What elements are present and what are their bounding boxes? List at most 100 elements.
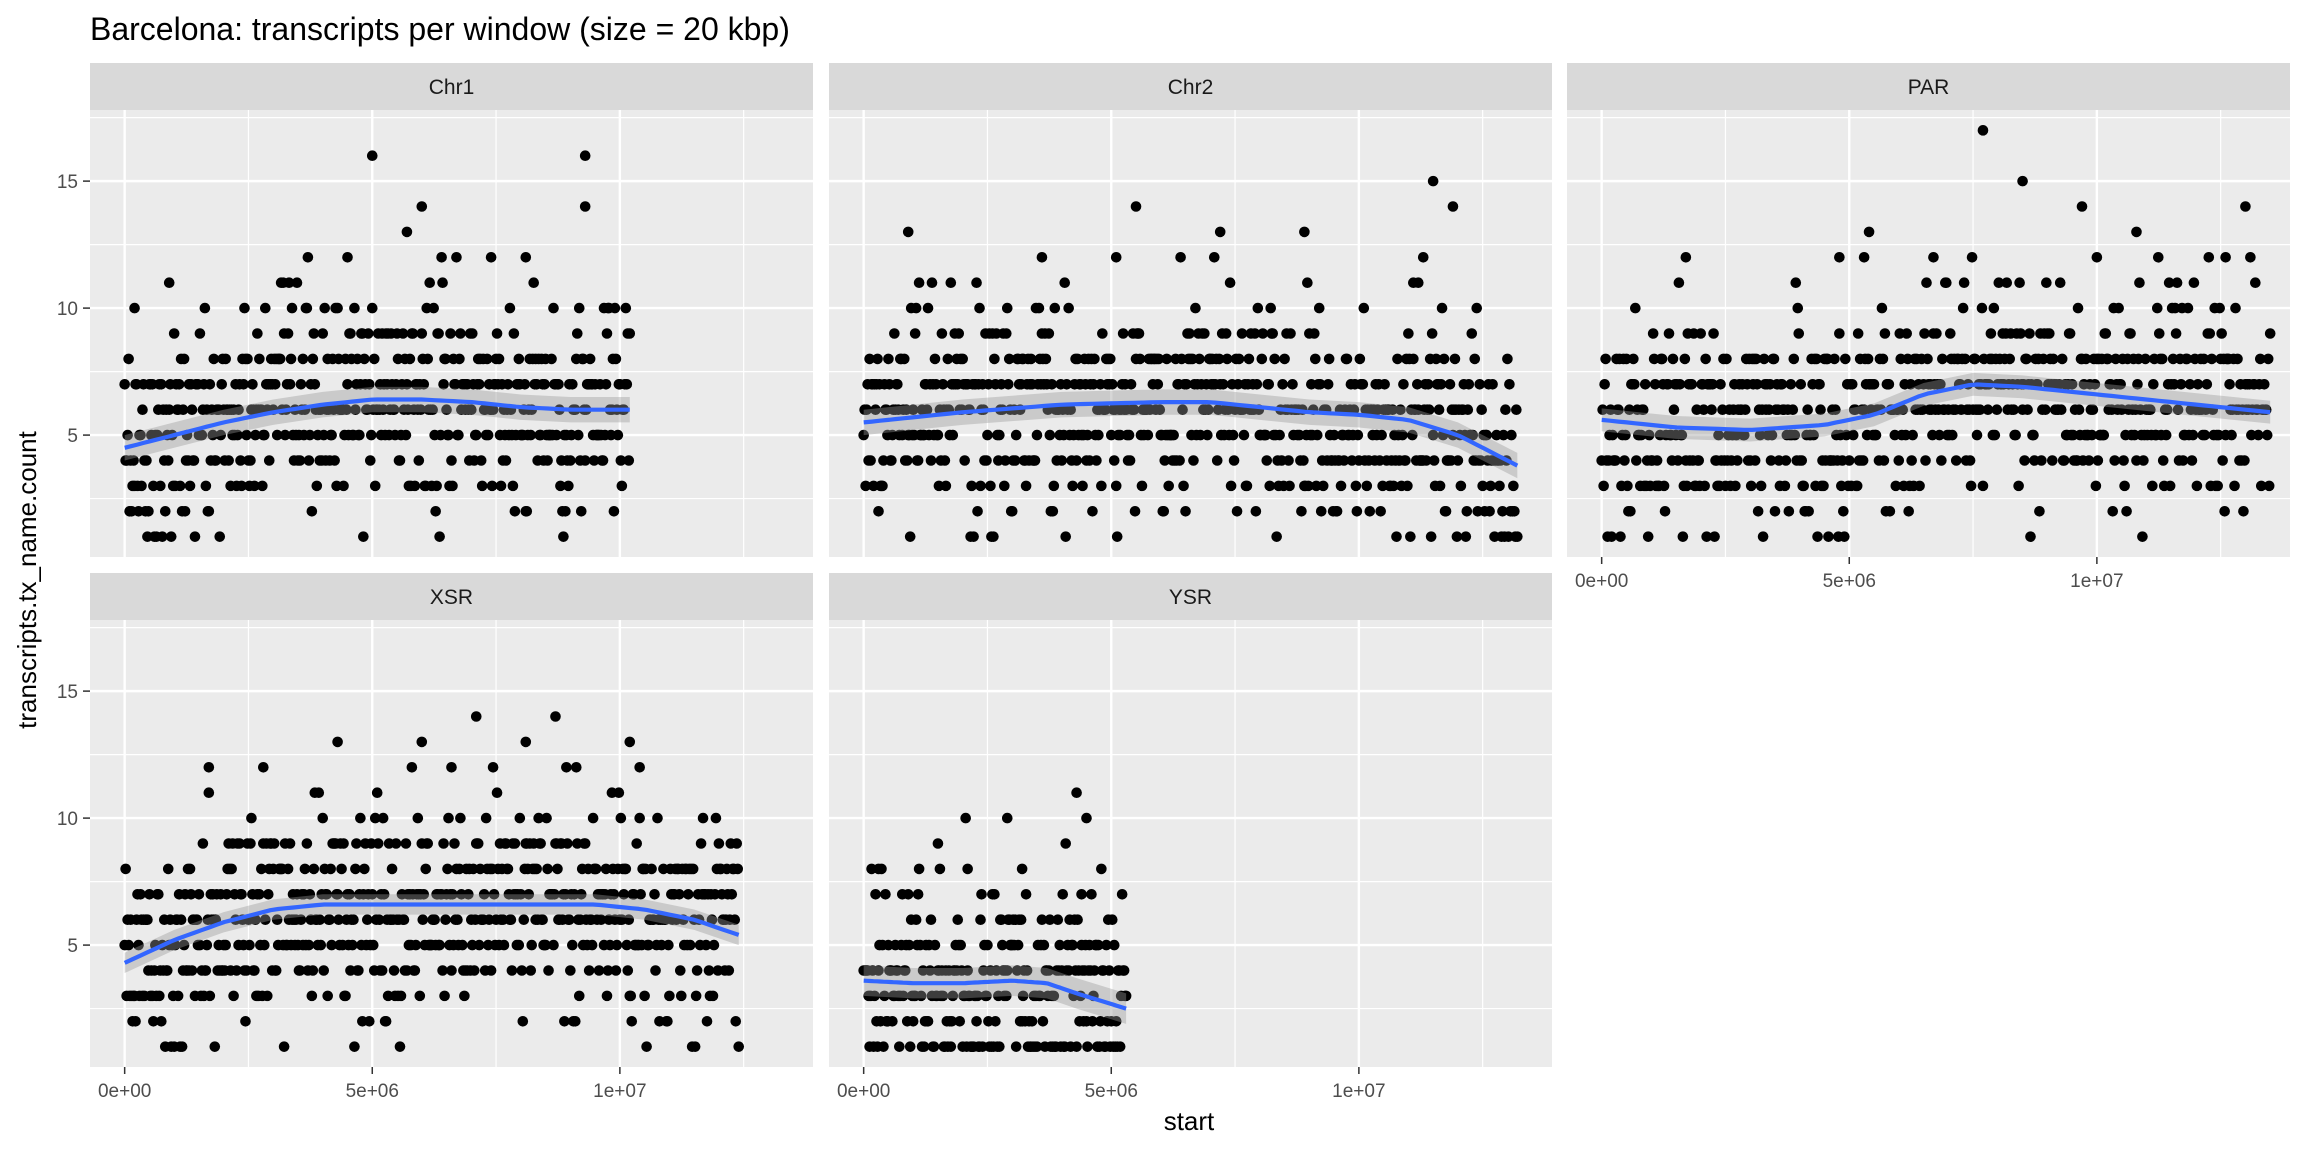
data-point [1715, 378, 1726, 390]
data-point [1003, 353, 1015, 365]
data-point [1988, 302, 2000, 314]
data-point [200, 480, 212, 492]
data-point [1000, 328, 1012, 339]
data-point [1100, 404, 1111, 415]
data-point [463, 888, 474, 900]
data-point [1751, 378, 1763, 390]
data-point [1498, 429, 1509, 441]
data-point [2214, 302, 2225, 314]
data-point [495, 480, 507, 492]
data-point [946, 1015, 958, 1027]
data-point [326, 429, 337, 441]
data-point [1812, 531, 1823, 542]
data-point [543, 965, 554, 976]
data-point [377, 812, 389, 824]
data-point [1920, 455, 1931, 466]
smooth-line-xsr [123, 902, 740, 965]
data-point [1400, 455, 1411, 466]
data-point [359, 353, 370, 365]
data-point [409, 965, 421, 976]
data-point [452, 914, 463, 925]
data-point [245, 455, 256, 466]
data-point [1354, 353, 1366, 365]
data-point [162, 455, 174, 466]
points-ysr [858, 787, 1132, 1052]
data-point [945, 277, 957, 289]
data-point [1435, 378, 1447, 390]
data-point [226, 863, 237, 875]
data-point [2164, 480, 2176, 492]
data-point [493, 353, 505, 365]
data-point-outlier [932, 838, 944, 849]
data-point [1642, 531, 1654, 542]
data-point [2034, 505, 2045, 517]
data-point [1787, 404, 1799, 415]
data-point [445, 328, 456, 339]
y-tick-label: 15 [57, 172, 78, 193]
data-point [252, 328, 263, 339]
data-point [878, 1041, 889, 1052]
data-point [1233, 353, 1245, 365]
data-point [1851, 480, 1863, 492]
data-point [1629, 378, 1640, 390]
data-point [201, 939, 213, 951]
data-point [880, 888, 891, 900]
data-point [430, 505, 441, 517]
data-point [1808, 429, 1819, 441]
data-point [869, 990, 880, 1002]
data-point [174, 480, 186, 492]
data-point [1047, 505, 1059, 517]
data-point [713, 838, 725, 849]
data-point [1279, 353, 1290, 365]
data-point [179, 505, 191, 517]
data-point-outlier [2017, 175, 2028, 187]
strip-label-ysr: YSR [1169, 586, 1212, 609]
data-point [1309, 328, 1320, 339]
data-point-outlier [332, 736, 343, 748]
data-point [1351, 505, 1363, 517]
data-point [976, 888, 987, 900]
data-point [1870, 429, 1882, 441]
data-point [1934, 429, 1945, 441]
data-point [864, 353, 875, 365]
data-point [1989, 429, 2001, 441]
data-point [1043, 328, 1055, 339]
data-point [1814, 378, 1825, 390]
data-point [184, 863, 196, 875]
data-point [1789, 429, 1801, 441]
data-point [913, 277, 925, 289]
data-point [1426, 328, 1438, 339]
data-point [999, 455, 1011, 466]
data-point-outlier [1427, 175, 1439, 187]
data-point [475, 455, 487, 466]
data-point [573, 302, 585, 314]
data-point [333, 914, 344, 925]
data-point [1991, 404, 2003, 415]
data-point [1026, 1015, 1038, 1027]
data-point [897, 990, 909, 1002]
data-point [418, 888, 430, 900]
data-point [733, 1041, 745, 1052]
data-point [457, 939, 468, 951]
data-point [519, 378, 531, 390]
data-point [2204, 328, 2216, 339]
data-point [548, 302, 559, 314]
data-point [447, 888, 458, 900]
data-point [378, 888, 390, 900]
data-point [455, 328, 466, 339]
y-tick-label: 15 [57, 682, 78, 703]
data-point [1108, 939, 1120, 951]
data-point [1044, 429, 1056, 441]
data-point [937, 378, 949, 390]
data-point [1620, 429, 1631, 441]
data-point [2090, 480, 2102, 492]
data-point [404, 353, 416, 365]
data-point [133, 939, 144, 951]
data-point [371, 787, 383, 799]
data-point [1883, 378, 1895, 390]
data-point [1015, 914, 1027, 925]
data-point [922, 302, 934, 314]
data-point [439, 990, 450, 1002]
data-point [872, 353, 883, 365]
data-point [1941, 277, 1952, 289]
